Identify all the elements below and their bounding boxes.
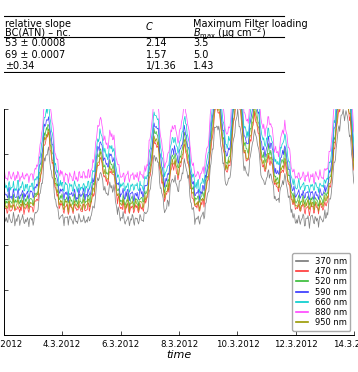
Text: ±0.34: ±0.34 — [5, 61, 35, 71]
Text: 5.0: 5.0 — [193, 49, 208, 60]
Text: 3.5: 3.5 — [193, 38, 208, 48]
Text: 1.43: 1.43 — [193, 61, 214, 71]
Text: 2.14: 2.14 — [146, 38, 167, 48]
Text: relative slope: relative slope — [5, 19, 71, 29]
Text: Maximum Filter loading: Maximum Filter loading — [193, 19, 308, 29]
Text: 53 ± 0.0008: 53 ± 0.0008 — [5, 38, 66, 48]
Text: C: C — [146, 22, 153, 32]
X-axis label: time: time — [166, 350, 192, 360]
Text: 1.57: 1.57 — [146, 49, 167, 60]
Text: BC(ATN) – nc.: BC(ATN) – nc. — [5, 28, 71, 38]
Legend: 370 nm, 470 nm, 520 nm, 590 nm, 660 nm, 880 nm, 950 nm: 370 nm, 470 nm, 520 nm, 590 nm, 660 nm, … — [292, 253, 350, 331]
Text: $B_{\mathrm{max}}$ (μg cm$^{-2}$): $B_{\mathrm{max}}$ (μg cm$^{-2}$) — [193, 25, 266, 41]
Text: 1/1.36: 1/1.36 — [146, 61, 176, 71]
Text: 69 ± 0.0007: 69 ± 0.0007 — [5, 49, 66, 60]
